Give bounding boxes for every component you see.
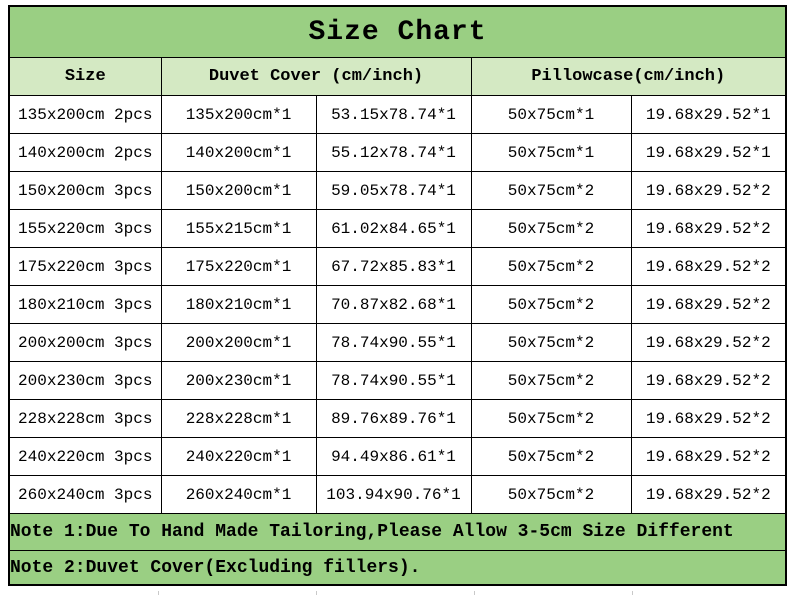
gridline-tick [316,591,317,595]
table-cell: 59.05x78.74*1 [315,171,472,210]
table-cell: 180x210cm*1 [160,285,317,324]
note-row-2: Note 2:Duvet Cover(Excluding fillers). [8,550,787,586]
table-cell: 19.68x29.52*2 [630,323,787,362]
table-row: 228x228cm 3pcs 228x228cm*1 89.76x89.76*1 50… [8,399,787,438]
gridline-tick [474,591,475,595]
table-cell: 50x75cm*1 [470,95,632,134]
table-cell: 228x228cm*1 [160,399,317,438]
table-cell: 175x220cm*1 [160,247,317,286]
table-cell: 50x75cm*2 [470,285,632,324]
table-cell: 200x230cm 3pcs [8,361,162,400]
table-cell: 19.68x29.52*2 [630,361,787,400]
table-cell: 180x210cm 3pcs [8,285,162,324]
table-cell: 200x200cm*1 [160,323,317,362]
column-header-pillowcase: Pillowcase(cm/inch) [470,57,787,96]
table-row: 260x240cm 3pcs 260x240cm*1 103.94x90.76*1 5… [8,475,787,514]
table-cell: 260x240cm 3pcs [8,475,162,514]
table-cell: 53.15x78.74*1 [315,95,472,134]
table-cell: 155x220cm 3pcs [8,209,162,248]
table-cell: 19.68x29.52*2 [630,399,787,438]
table-cell: 19.68x29.52*2 [630,247,787,286]
table-cell: 70.87x82.68*1 [315,285,472,324]
table-cell: 228x228cm 3pcs [8,399,162,438]
table-row: 150x200cm 3pcs 150x200cm*1 59.05x78.74*1 50… [8,171,787,210]
table-cell: 19.68x29.52*2 [630,171,787,210]
table-cell: 140x200cm 2pcs [8,133,162,172]
table-cell: 67.72x85.83*1 [315,247,472,286]
table-cell: 78.74x90.55*1 [315,361,472,400]
column-header-duvet-cover: Duvet Cover (cm/inch) [160,57,472,96]
table-cell: 50x75cm*2 [470,361,632,400]
table-cell: 175x220cm 3pcs [8,247,162,286]
note-row-1: Note 1:Due To Hand Made Tailoring,Please… [8,513,787,551]
table-cell: 50x75cm*2 [470,171,632,210]
table-cell: 150x200cm*1 [160,171,317,210]
title-row: Size Chart [8,5,787,58]
table-cell: 78.74x90.55*1 [315,323,472,362]
table-row: 200x200cm 3pcs 200x200cm*1 78.74x90.55*1 50… [8,323,787,362]
table-cell: 19.68x29.52*2 [630,437,787,476]
table-row: 240x220cm 3pcs 240x220cm*1 94.49x86.61*1 50… [8,437,787,476]
gridline-tick [632,591,633,595]
table-cell: 94.49x86.61*1 [315,437,472,476]
table-cell: 240x220cm*1 [160,437,317,476]
table-cell: 50x75cm*2 [470,209,632,248]
header-row: Size Duvet Cover (cm/inch) Pillowcase(cm… [8,57,787,96]
table-row: 140x200cm 2pcs 140x200cm*1 55.12x78.74*1 50… [8,133,787,172]
table-cell: 19.68x29.52*2 [630,475,787,514]
table-cell: 135x200cm*1 [160,95,317,134]
table-cell: 140x200cm*1 [160,133,317,172]
table-cell: 50x75cm*1 [470,133,632,172]
table-cell: 19.68x29.52*2 [630,285,787,324]
table-row: 180x210cm 3pcs 180x210cm*1 70.87x82.68*1 50… [8,285,787,324]
gridline-tick [158,591,159,595]
table-cell: 19.68x29.52*1 [630,133,787,172]
table-cell: 150x200cm 3pcs [8,171,162,210]
table-cell: 155x215cm*1 [160,209,317,248]
table-row: 200x230cm 3pcs 200x230cm*1 78.74x90.55*1 50… [8,361,787,400]
table-cell: 50x75cm*2 [470,323,632,362]
table-cell: 200x200cm 3pcs [8,323,162,362]
table-cell: 19.68x29.52*1 [630,95,787,134]
note-1-text: Note 1:Due To Hand Made Tailoring,Please… [8,513,787,551]
table-row: 175x220cm 3pcs 175x220cm*1 67.72x85.83*1 50… [8,247,787,286]
column-header-size: Size [8,57,162,96]
size-table-body: 135x200cm 2pcs 135x200cm*1 53.15x78.74*1 50… [8,95,787,514]
table-row: 135x200cm 2pcs 135x200cm*1 53.15x78.74*1 50… [8,95,787,134]
size-chart-table: Size Chart Size Duvet Cover (cm/inch) Pi… [8,5,788,586]
table-cell: 19.68x29.52*2 [630,209,787,248]
table-cell: 135x200cm 2pcs [8,95,162,134]
table-cell: 240x220cm 3pcs [8,437,162,476]
note-2-text: Note 2:Duvet Cover(Excluding fillers). [8,550,787,586]
table-cell: 50x75cm*2 [470,247,632,286]
table-cell: 55.12x78.74*1 [315,133,472,172]
table-cell: 260x240cm*1 [160,475,317,514]
table-cell: 50x75cm*2 [470,475,632,514]
table-cell: 50x75cm*2 [470,437,632,476]
table-cell: 103.94x90.76*1 [315,475,472,514]
page-title: Size Chart [8,5,787,58]
table-cell: 50x75cm*2 [470,399,632,438]
table-cell: 89.76x89.76*1 [315,399,472,438]
table-cell: 61.02x84.65*1 [315,209,472,248]
table-row: 155x220cm 3pcs 155x215cm*1 61.02x84.65*1 50… [8,209,787,248]
sheet-gridlines [0,591,791,595]
table-cell: 200x230cm*1 [160,361,317,400]
